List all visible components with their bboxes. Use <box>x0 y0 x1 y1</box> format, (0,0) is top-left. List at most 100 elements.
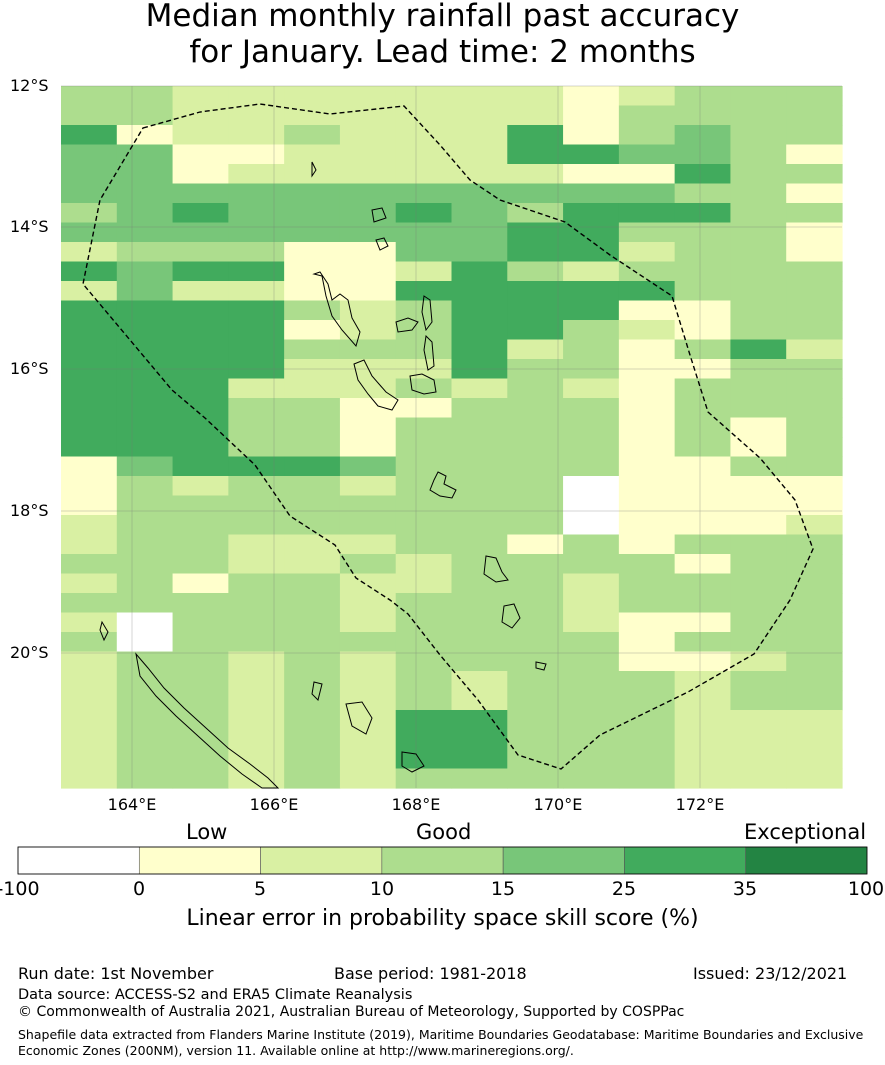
skill-cell <box>786 320 843 341</box>
skill-cell <box>284 203 341 224</box>
skill-cell <box>61 261 118 282</box>
skill-cell <box>507 417 564 438</box>
skill-cell <box>395 417 453 438</box>
skill-cell <box>61 671 118 692</box>
skill-cell <box>228 300 285 321</box>
skill-cell <box>674 203 732 224</box>
skill-cell <box>395 222 453 243</box>
skill-cell <box>786 495 843 516</box>
skill-cell <box>61 86 118 107</box>
skill-cell <box>674 612 732 633</box>
skill-cell <box>507 749 564 770</box>
island-erromango <box>483 555 509 583</box>
skill-cell <box>228 417 285 438</box>
skill-cell <box>507 554 564 575</box>
skill-cell <box>730 417 787 438</box>
skill-cell <box>507 612 564 633</box>
skill-cell <box>116 417 174 438</box>
skill-cell <box>507 515 564 536</box>
skill-cell <box>172 768 229 789</box>
skill-cell <box>339 144 397 165</box>
skill-cell <box>284 437 341 458</box>
skill-cell <box>61 612 118 633</box>
skill-cell <box>451 261 508 282</box>
skill-cell <box>61 203 118 224</box>
skill-cell <box>451 242 508 263</box>
skill-cell <box>395 495 453 516</box>
skill-cell <box>674 125 732 146</box>
skill-cell <box>451 105 508 126</box>
skill-cell <box>284 378 341 399</box>
skill-cell <box>674 749 732 770</box>
skill-cell <box>451 183 508 204</box>
skill-cell <box>563 183 620 204</box>
skill-cell <box>674 671 732 692</box>
colorbar-tick: 35 <box>732 878 758 900</box>
skill-cell <box>228 281 285 302</box>
skill-cell <box>172 183 229 204</box>
skill-cell <box>228 690 285 711</box>
skill-cell <box>563 534 620 555</box>
skill-cell <box>339 554 397 575</box>
skill-cell <box>451 378 508 399</box>
skill-cell <box>618 534 676 555</box>
chart-title-line1: Median monthly rainfall past accuracy <box>145 0 740 34</box>
skill-cell <box>730 437 787 458</box>
skill-cell <box>451 671 508 692</box>
skill-cell <box>228 144 285 165</box>
skill-cell <box>730 164 787 185</box>
skill-cell <box>618 339 676 360</box>
skill-cell <box>284 710 341 731</box>
skill-cell <box>339 242 397 263</box>
skill-cell <box>451 300 508 321</box>
skill-cell <box>284 749 341 770</box>
skill-cell <box>228 222 285 243</box>
skill-cell <box>228 651 285 672</box>
skill-cell <box>116 164 174 185</box>
skill-cell <box>61 398 118 419</box>
skill-cell <box>284 495 341 516</box>
skill-cell <box>284 144 341 165</box>
skill-cell <box>61 417 118 438</box>
skill-cell <box>116 476 174 497</box>
skill-cell <box>786 242 843 263</box>
skill-cell <box>730 495 787 516</box>
skill-cell <box>786 690 843 711</box>
skill-cell <box>563 222 620 243</box>
skill-cell <box>618 671 676 692</box>
island-malakula <box>353 359 399 411</box>
skill-cell <box>674 320 732 341</box>
skill-cell <box>395 281 453 302</box>
skill-cell <box>674 339 732 360</box>
skill-cell <box>339 632 397 653</box>
skill-cell <box>674 398 732 419</box>
skill-cell <box>228 593 285 614</box>
skill-cell <box>451 476 508 497</box>
islands <box>99 161 547 789</box>
skill-cell <box>451 281 508 302</box>
skill-cell <box>228 378 285 399</box>
skill-cell <box>228 495 285 516</box>
skill-cell <box>228 612 285 633</box>
skill-cell <box>116 378 174 399</box>
skill-cell <box>339 339 397 360</box>
skill-cell <box>618 554 676 575</box>
skill-cell <box>618 632 676 653</box>
skill-cell <box>451 339 508 360</box>
colorbar-segment <box>502 846 625 875</box>
skill-cell <box>618 261 676 282</box>
skill-cell <box>339 437 397 458</box>
skill-cell <box>228 339 285 360</box>
skill-cell <box>284 554 341 575</box>
skill-cell <box>618 125 676 146</box>
island-matthew <box>535 661 547 671</box>
skill-cell <box>451 203 508 224</box>
skill-grid-cells <box>61 86 843 789</box>
skill-cell <box>674 183 732 204</box>
skill-cell <box>618 729 676 750</box>
skill-cell <box>563 300 620 321</box>
skill-cell <box>228 710 285 731</box>
skill-cell <box>451 222 508 243</box>
skill-cell <box>563 476 620 497</box>
skill-cell <box>395 203 453 224</box>
